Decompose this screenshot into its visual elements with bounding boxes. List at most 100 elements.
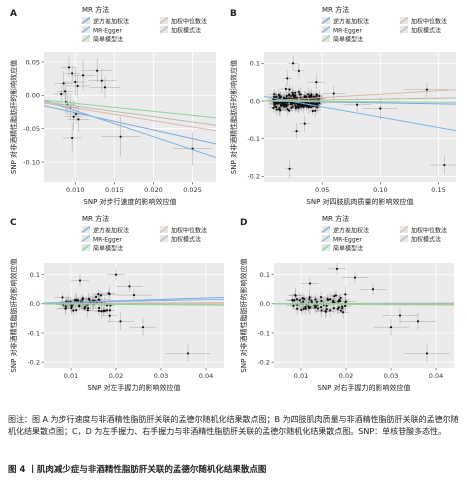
data-point — [132, 293, 136, 297]
data-point — [339, 296, 342, 300]
data-point — [105, 309, 109, 312]
data-point — [324, 310, 327, 313]
data-point — [64, 305, 67, 308]
data-point — [288, 109, 291, 112]
figure-panels: A MR 方法逆方差加权法MR-Egger简单模型法加权中位数法加权模式法0.01… — [9, 5, 456, 392]
data-point — [298, 299, 302, 302]
legend-title: MR 方法 — [322, 5, 349, 14]
plot-background — [264, 52, 456, 182]
data-point — [339, 309, 343, 312]
regression-line — [274, 303, 454, 305]
data-point — [81, 297, 85, 300]
data-point — [316, 106, 319, 109]
data-point — [294, 294, 297, 297]
data-point — [87, 298, 91, 301]
y-axis-label: SNP 对非酒精性脂肪肝的影响效应值 — [229, 60, 238, 174]
y-tick-label: -0.1 — [257, 329, 270, 337]
data-point — [275, 95, 278, 98]
data-point — [307, 305, 310, 308]
legend-swatch — [321, 26, 331, 33]
data-point — [275, 108, 278, 111]
data-point — [308, 298, 311, 301]
regression-line — [44, 298, 224, 304]
regression-line — [44, 102, 216, 132]
data-point — [311, 109, 314, 113]
y-axis-label: SNP 对非酒精性脂肪肝的影响效应值 — [239, 258, 248, 372]
y-tick-label: -0.1 — [27, 329, 40, 337]
data-point — [301, 297, 304, 300]
data-point — [425, 352, 429, 355]
regression-line — [44, 99, 216, 158]
x-tick-label: 0.03 — [384, 372, 398, 380]
data-point — [288, 88, 291, 91]
legend-label: MR-Egger — [333, 237, 362, 244]
data-point — [310, 301, 313, 304]
data-point — [314, 109, 317, 112]
data-point — [70, 305, 73, 308]
data-point — [332, 307, 335, 310]
data-point — [278, 106, 281, 110]
legend-swatch — [81, 226, 91, 233]
x-tick-label: 0.01 — [294, 372, 308, 380]
data-point — [279, 95, 282, 98]
data-point — [296, 307, 299, 310]
y-tick-label: 0.00 — [26, 92, 40, 100]
legend-label: 加权中位数法 — [171, 18, 207, 26]
plot-area — [274, 263, 454, 363]
data-point — [331, 300, 335, 304]
data-point — [286, 77, 289, 80]
legend-swatch — [81, 35, 91, 42]
y-tick-label: -0.2 — [257, 358, 270, 366]
data-point — [291, 91, 294, 94]
data-point — [389, 326, 393, 329]
legend-label: 加权中位数法 — [411, 227, 447, 235]
y-tick-label: -0.2 — [247, 173, 260, 181]
data-point — [96, 69, 99, 72]
data-point — [344, 293, 347, 296]
data-point — [314, 298, 317, 301]
data-point — [344, 300, 347, 303]
data-point — [306, 105, 309, 108]
x-axis-label: SNP 对右手握力的影响效应值 — [317, 383, 410, 392]
data-point — [288, 167, 291, 170]
data-point — [312, 95, 315, 99]
legend-label: 加权中位数法 — [411, 18, 447, 26]
legend-swatch — [81, 26, 91, 33]
data-point — [285, 95, 288, 98]
data-point — [108, 314, 111, 317]
data-point — [316, 307, 320, 310]
regression-line — [264, 95, 456, 132]
y-tick-label: 0.1 — [30, 271, 40, 279]
data-point — [308, 307, 311, 310]
data-point — [300, 308, 303, 312]
legend-label: 加权模式法 — [171, 27, 201, 35]
x-tick-label: 0.04 — [199, 372, 213, 380]
data-point — [99, 294, 103, 297]
legend-swatch — [321, 235, 331, 242]
data-point — [141, 326, 145, 329]
x-tick-label: 0.01 — [64, 372, 78, 380]
legend-swatch — [81, 235, 91, 242]
legend-label: 逆方差加权法 — [93, 18, 129, 26]
x-axis-label: SNP 对左手握力的影响效应值 — [87, 383, 180, 392]
data-point — [338, 299, 342, 303]
data-point — [285, 105, 288, 108]
data-point — [325, 308, 328, 311]
legend-label: 简单模型法 — [93, 245, 123, 253]
panel-letter: D — [240, 218, 247, 228]
data-point — [103, 309, 107, 312]
legend-swatch — [81, 17, 91, 24]
data-point — [294, 96, 297, 99]
y-tick-label: -0.1 — [247, 135, 260, 143]
data-point — [61, 296, 64, 299]
y-tick-label: -0.05 — [23, 125, 40, 133]
data-point — [302, 106, 305, 109]
x-axis-label: SNP 对步行速度的影响效应值 — [83, 197, 176, 206]
legend-swatch — [81, 244, 91, 251]
data-point — [128, 285, 131, 288]
regression-line — [264, 89, 456, 102]
data-point — [281, 104, 285, 107]
data-point — [64, 307, 67, 310]
data-point — [308, 296, 311, 299]
